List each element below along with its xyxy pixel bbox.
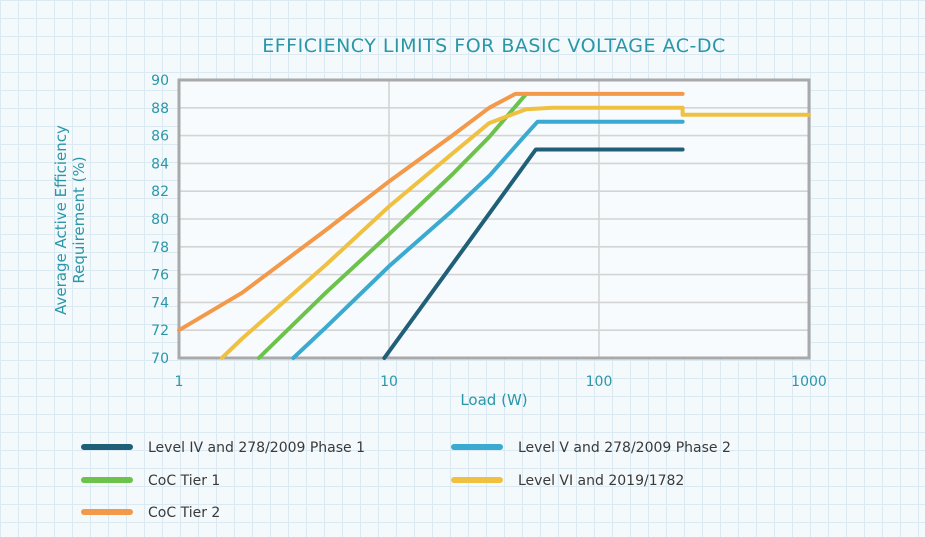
series-line <box>256 91 529 360</box>
legend-label: CoC Tier 2 <box>148 505 220 521</box>
x-tick-label: 10 <box>380 374 398 390</box>
y-tick-label: 76 <box>151 268 169 284</box>
legend: Level IV and 278/2009 Phase 1 Level V and… <box>81 440 731 521</box>
y-tick-label: 84 <box>151 156 169 172</box>
legend-label: CoC Tier 1 <box>148 473 220 489</box>
y-tick-label: 74 <box>151 295 169 311</box>
y-tick-label: 80 <box>151 212 169 228</box>
series-line <box>219 105 811 360</box>
legend-label: Level VI and 2019/1782 <box>518 473 684 489</box>
y-tick-label: 88 <box>151 101 169 117</box>
plot-frame <box>177 78 811 360</box>
y-axis-label: Average Active Efficiency Requirement (%… <box>52 125 88 315</box>
chart-title: EFFICIENCY LIMITS FOR BASIC VOLTAGE AC-D… <box>262 35 725 57</box>
y-tick-label: 86 <box>151 129 169 145</box>
y-tick-label: 72 <box>151 323 169 339</box>
y-tick-label: 70 <box>151 351 169 367</box>
series-line <box>382 147 685 360</box>
y-tick-label: 78 <box>151 240 169 256</box>
legend-label: Level V and 278/2009 Phase 2 <box>518 440 731 456</box>
y-axis-label-line-1: Average Active Efficiency <box>52 125 70 315</box>
y-tick-label: 82 <box>151 184 169 200</box>
y-tick-label: 90 <box>151 73 169 89</box>
x-tick-label: 100 <box>586 374 613 390</box>
x-tick-label: 1000 <box>791 374 827 390</box>
x-tick-label: 1 <box>175 374 184 390</box>
plot-area: 70 72 74 76 78 80 82 84 86 88 90 1 10 100 1000 <box>151 73 827 390</box>
x-axis-label: Load (W) <box>460 391 527 409</box>
legend-label: Level IV and 278/2009 Phase 1 <box>148 440 365 456</box>
series-line <box>291 119 685 360</box>
series-line <box>177 91 685 333</box>
y-axis-label-line-2: Requirement (%) <box>70 156 88 283</box>
